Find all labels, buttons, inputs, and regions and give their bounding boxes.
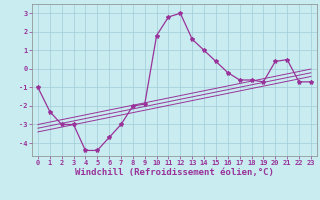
X-axis label: Windchill (Refroidissement éolien,°C): Windchill (Refroidissement éolien,°C) bbox=[75, 168, 274, 177]
